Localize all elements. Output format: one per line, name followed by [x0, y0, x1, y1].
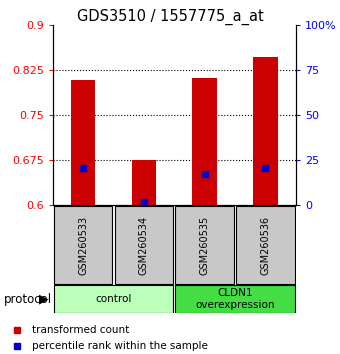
Bar — [71, 80, 95, 205]
Text: protocol: protocol — [3, 292, 52, 306]
Text: CLDN1
overexpression: CLDN1 overexpression — [195, 288, 275, 310]
Text: GSM260534: GSM260534 — [139, 216, 149, 275]
Bar — [132, 160, 156, 205]
Bar — [253, 57, 277, 205]
Bar — [175, 285, 294, 313]
Text: control: control — [95, 294, 132, 304]
Bar — [115, 206, 173, 284]
Bar — [54, 206, 112, 284]
Bar — [54, 285, 173, 313]
Text: GSM260536: GSM260536 — [260, 216, 270, 275]
Bar — [236, 206, 294, 284]
Bar — [175, 206, 234, 284]
Text: transformed count: transformed count — [32, 325, 129, 335]
Bar — [192, 78, 217, 205]
Text: GSM260535: GSM260535 — [200, 215, 210, 275]
Text: GSM260533: GSM260533 — [78, 216, 88, 275]
Text: percentile rank within the sample: percentile rank within the sample — [32, 341, 208, 350]
Text: ▶: ▶ — [39, 292, 49, 306]
Text: GDS3510 / 1557775_a_at: GDS3510 / 1557775_a_at — [76, 9, 264, 25]
